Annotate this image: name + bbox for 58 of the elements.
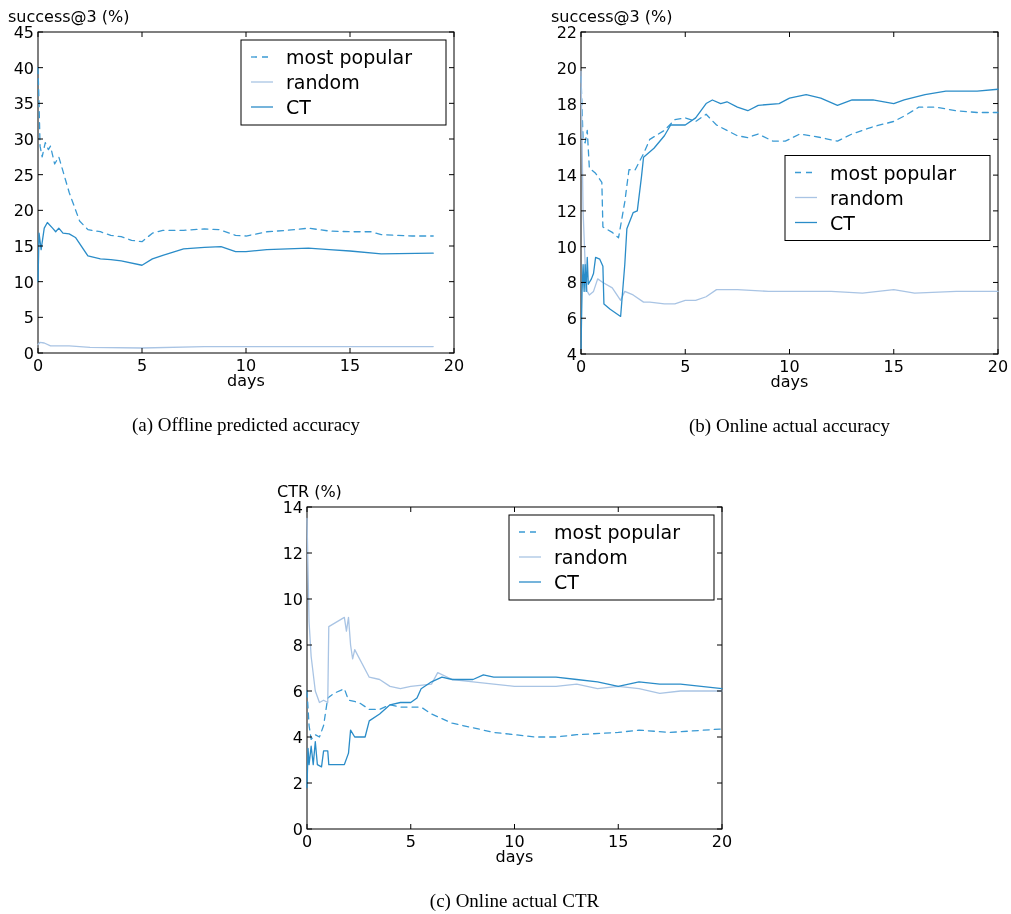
- legend-label: CT: [286, 96, 312, 118]
- y-tick-label: 15: [13, 237, 34, 256]
- y-tick-label: 8: [566, 273, 577, 293]
- y-tick-label: 35: [13, 94, 34, 114]
- y-tick-label: 10: [556, 237, 577, 257]
- line-series: [306, 674, 723, 789]
- line-series: [580, 88, 999, 350]
- x-tick-label: 15: [339, 356, 361, 375]
- legend-label: most popular: [286, 46, 413, 68]
- y-axis-title: success@3 (%): [8, 7, 130, 26]
- x-tick-label: 15: [608, 832, 629, 851]
- y-tick-label: 25: [13, 165, 34, 185]
- y-tick-label: 2: [292, 774, 303, 793]
- y-tick-label: 6: [292, 682, 303, 701]
- y-tick-label: 12: [282, 544, 303, 563]
- y-tick-label: 12: [556, 201, 577, 221]
- x-tick-label: 20: [987, 357, 1009, 376]
- y-tick-label: 20: [556, 58, 577, 78]
- y-tick-label: 4: [566, 345, 577, 364]
- x-tick-label: 15: [883, 357, 904, 376]
- line-series: [580, 70, 999, 305]
- y-tick-label: 16: [556, 130, 577, 150]
- x-tick-label: 5: [405, 832, 416, 851]
- line-series: [37, 67, 434, 243]
- legend-label: CT: [554, 571, 580, 593]
- legend-label: most popular: [830, 161, 957, 184]
- x-tick-label: 20: [711, 832, 733, 851]
- y-tick-label: 10: [13, 272, 34, 292]
- y-axis-title: success@3 (%): [551, 7, 673, 26]
- y-tick-label: 30: [13, 130, 34, 149]
- y-tick-label: 10: [282, 590, 303, 609]
- y-tick-label: 14: [556, 166, 577, 186]
- legend-label: random: [286, 71, 360, 93]
- text: (c) Online actual CTR: [429, 890, 600, 912]
- y-tick-label: 4: [292, 728, 303, 747]
- y-tick-label: 22: [556, 23, 577, 42]
- x-tick-label: 5: [136, 356, 148, 375]
- line-series: [37, 221, 434, 283]
- legend-label: random: [554, 546, 628, 568]
- text: (a) Offline predicted accuracy: [131, 414, 361, 436]
- y-tick-label: 0: [23, 344, 34, 363]
- y-tick-label: 18: [556, 94, 577, 114]
- y-tick-label: 8: [292, 636, 303, 655]
- x-tick-label: 5: [680, 357, 691, 376]
- text: (b) Online actual accuracy: [689, 415, 891, 437]
- legend-label: random: [830, 186, 904, 209]
- y-tick-label: 5: [23, 308, 34, 328]
- y-tick-label: 40: [13, 58, 34, 78]
- line-series: [306, 688, 723, 740]
- y-tick-label: 20: [13, 201, 34, 221]
- y-tick-label: 14: [282, 498, 303, 517]
- y-tick-label: 6: [566, 309, 577, 329]
- x-tick-label: 20: [443, 356, 465, 375]
- y-axis-title: CTR (%): [277, 482, 342, 501]
- y-tick-label: 45: [13, 23, 34, 42]
- y-tick-label: 0: [292, 820, 303, 839]
- legend-label: most popular: [554, 521, 681, 543]
- legend-label: CT: [830, 211, 856, 234]
